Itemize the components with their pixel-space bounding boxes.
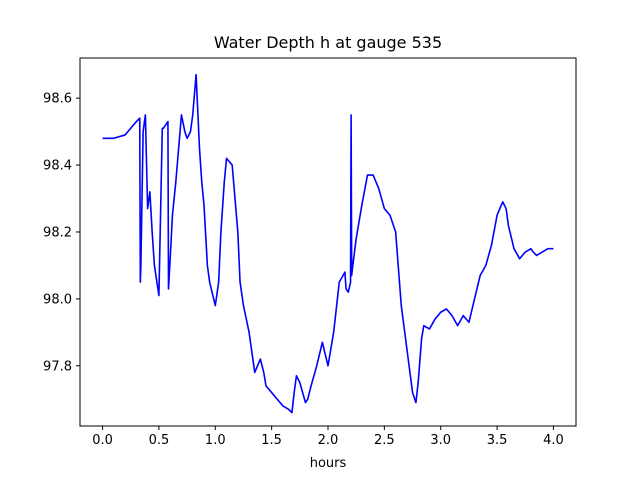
y-tick-label: 97.8: [43, 359, 72, 374]
x-tick-label: 2.0: [318, 433, 339, 448]
y-tick-label: 98.6: [43, 92, 72, 107]
x-tick-label: 2.5: [374, 433, 395, 448]
x-tick-label: 0.0: [92, 433, 113, 448]
x-tick-label: 4.0: [543, 433, 564, 448]
x-axis-ticks: 0.0 0.5 1.0 1.5 2.0 2.5 3.0 3.5 4.0: [92, 426, 564, 448]
y-axis-ticks: 97.8 98.0 98.2 98.4 98.6: [43, 92, 80, 374]
plot-area: [80, 58, 576, 426]
x-tick-label: 0.5: [149, 433, 170, 448]
series-line-0: [102, 73, 554, 414]
chart-title: Water Depth h at gauge 535: [214, 33, 442, 52]
x-tick-label: 3.0: [430, 433, 451, 448]
x-tick-label: 1.5: [261, 433, 282, 448]
series-layer: [102, 73, 554, 414]
y-tick-label: 98.2: [43, 225, 72, 240]
y-tick-label: 98.4: [43, 159, 72, 174]
y-tick-label: 98.0: [43, 292, 72, 307]
x-tick-label: 3.5: [487, 433, 508, 448]
x-tick-label: 1.0: [205, 433, 226, 448]
x-axis-label: hours: [310, 456, 347, 471]
